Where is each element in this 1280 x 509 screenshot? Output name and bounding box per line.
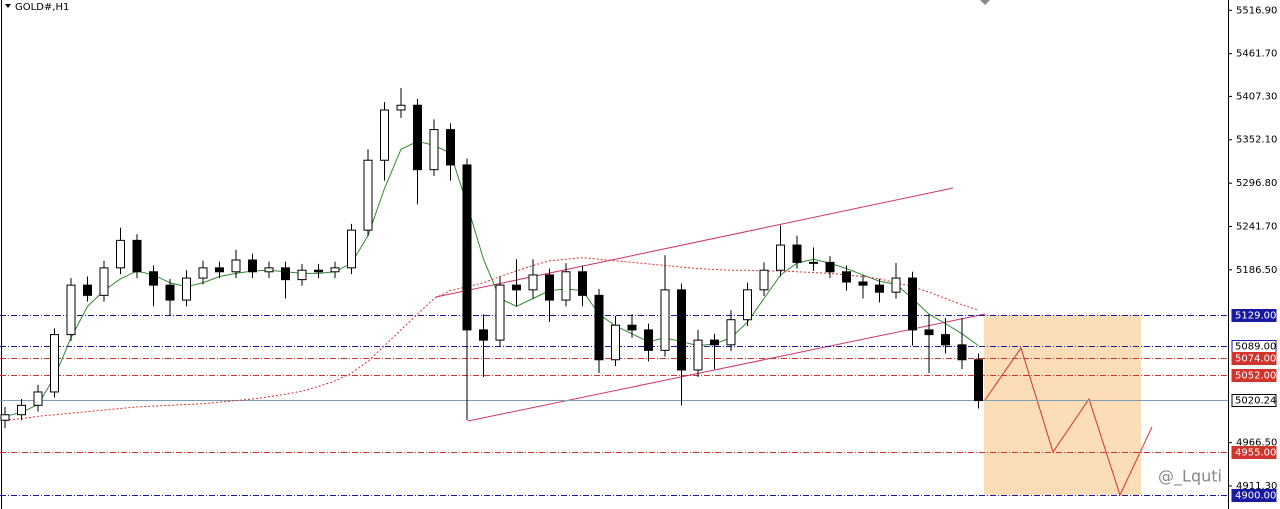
candle-body [495, 284, 505, 341]
candle-body [330, 267, 340, 273]
candle-body [297, 269, 307, 281]
level-label: 5020.24 [1235, 396, 1276, 407]
channel-upper [435, 187, 954, 298]
y-tick-label: 4966.50 [1236, 438, 1277, 449]
candle-body [974, 359, 983, 402]
candle-body [347, 229, 356, 269]
candle-body [776, 244, 785, 271]
candle-body [248, 259, 257, 273]
candle-body [594, 294, 604, 361]
target-zone [984, 315, 1141, 495]
candle-body [215, 267, 224, 273]
channel-lower [467, 313, 986, 422]
y-tick-label: 5461.70 [1236, 49, 1277, 60]
candle-body [479, 329, 488, 341]
candle-body [149, 271, 158, 286]
level-label: 5129.00 [1235, 311, 1276, 322]
plot [0, 87, 983, 429]
candle-body [446, 129, 455, 166]
y-tick-label: 5352.10 [1236, 135, 1277, 146]
candle-body [957, 344, 967, 361]
candle-body [182, 277, 191, 301]
candle-body [644, 329, 653, 351]
level-label-box [1231, 394, 1277, 407]
level-label-box [1231, 489, 1277, 502]
candle-body [858, 281, 868, 286]
candle-body [660, 289, 670, 351]
candle-body [314, 269, 323, 273]
candle-body [363, 159, 373, 231]
candle-body [875, 284, 884, 293]
candle-body [116, 239, 125, 269]
candle-body [726, 319, 736, 346]
level-label: 5052.00 [1235, 371, 1276, 382]
candle-body [842, 271, 851, 283]
candle-body [396, 104, 406, 111]
y-tick-label: 5296.80 [1236, 178, 1277, 189]
candle-body [908, 277, 917, 331]
candle-body [710, 339, 719, 346]
candle-body [165, 284, 175, 301]
candle-body [693, 339, 703, 371]
candle-body [809, 261, 818, 264]
candle-body [924, 329, 934, 336]
candle-body [33, 391, 43, 406]
candle-body [611, 324, 620, 361]
candle-body [264, 267, 274, 273]
candle-body [792, 244, 802, 263]
moving-average [4, 140, 979, 417]
candle-body [231, 259, 241, 273]
candle-body [0, 414, 10, 421]
level-label-box [1231, 309, 1277, 322]
candle-body [50, 334, 59, 393]
level-label-box [1231, 369, 1277, 382]
dropdown-arrow[interactable] [5, 4, 11, 8]
level-label: 5089.00 [1235, 342, 1276, 353]
level-label-box [1231, 446, 1277, 459]
candle-body [545, 274, 554, 301]
candle-body [83, 284, 92, 296]
candle-body [132, 239, 142, 273]
candle-body [528, 274, 538, 291]
candle-body [380, 109, 389, 161]
candle-body [512, 284, 521, 291]
candle-body [281, 267, 290, 281]
projection-path [984, 346, 1153, 497]
candle-body [743, 289, 752, 321]
y-tick-label: 5241.70 [1236, 221, 1277, 232]
shift-marker [980, 0, 990, 5]
y-tick-label: 5516.90 [1236, 5, 1277, 16]
watermark: @_Lquti [1158, 467, 1222, 487]
candle-body [759, 269, 769, 291]
candle-body [578, 271, 587, 296]
candle-body [677, 289, 686, 371]
chart-title: GOLD#,H1 [15, 2, 69, 13]
y-tick-label: 5186.50 [1236, 265, 1277, 276]
candle-body [429, 129, 439, 171]
level-label: 5074.00 [1235, 354, 1276, 365]
candle-body [99, 267, 109, 296]
candle-body [66, 284, 76, 336]
candle-body [825, 261, 835, 273]
candle-body [413, 104, 422, 171]
level-label: 4900.00 [1235, 491, 1276, 502]
candle-body [941, 334, 950, 346]
candle-body [17, 404, 26, 416]
candle-body [627, 324, 637, 331]
level-label-box [1231, 352, 1277, 365]
candle-body [891, 277, 901, 293]
levels [0, 315, 1228, 496]
candle-body [561, 271, 571, 301]
moving-average [4, 257, 979, 421]
candle-body [198, 267, 208, 279]
y-tick-label: 5407.30 [1236, 91, 1277, 102]
candle-body [462, 164, 472, 331]
y-tick-label: 4911.30 [1236, 481, 1277, 492]
level-label: 4955.00 [1235, 448, 1276, 459]
